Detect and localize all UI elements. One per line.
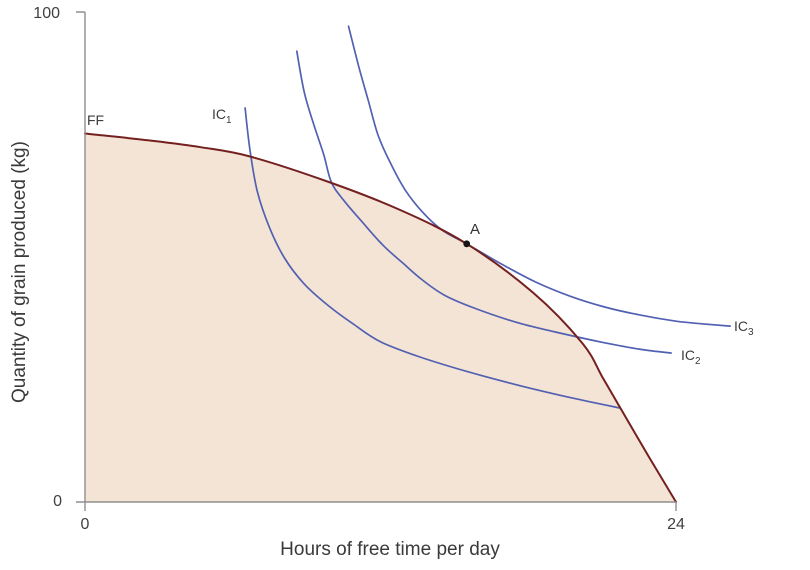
ic1-curve: [244, 107, 621, 409]
y-tick-label-0: 0: [53, 493, 62, 510]
feasible-set-area: [85, 133, 676, 502]
y-axis-title: Quantity of grain produced (kg): [9, 141, 30, 404]
ic2-label-base: IC: [681, 347, 695, 363]
y-tick-label-100: 100: [33, 5, 60, 22]
ic3-label-base: IC: [734, 318, 748, 334]
ff-curve-label: FF: [87, 112, 105, 128]
ic1-label-base: IC: [212, 106, 226, 122]
ic3-label-sub: 3: [748, 326, 754, 338]
ic3-curve-label: IC3: [734, 318, 754, 338]
ic2-curve: [295, 50, 672, 354]
point-a-label: A: [470, 221, 481, 238]
ic2-label-sub: 2: [695, 355, 701, 367]
ic2-curve-label: IC2: [681, 347, 701, 367]
x-axis-title: Hours of free time per day: [280, 539, 500, 560]
point-a-dot: [463, 240, 471, 248]
ic1-curve-label: IC1: [212, 106, 232, 126]
x-tick-label-0: 0: [80, 516, 90, 533]
axes-lines: [76, 11, 677, 511]
ic1-label-sub: 1: [226, 114, 232, 126]
x-tick-label-24: 24: [667, 516, 685, 533]
